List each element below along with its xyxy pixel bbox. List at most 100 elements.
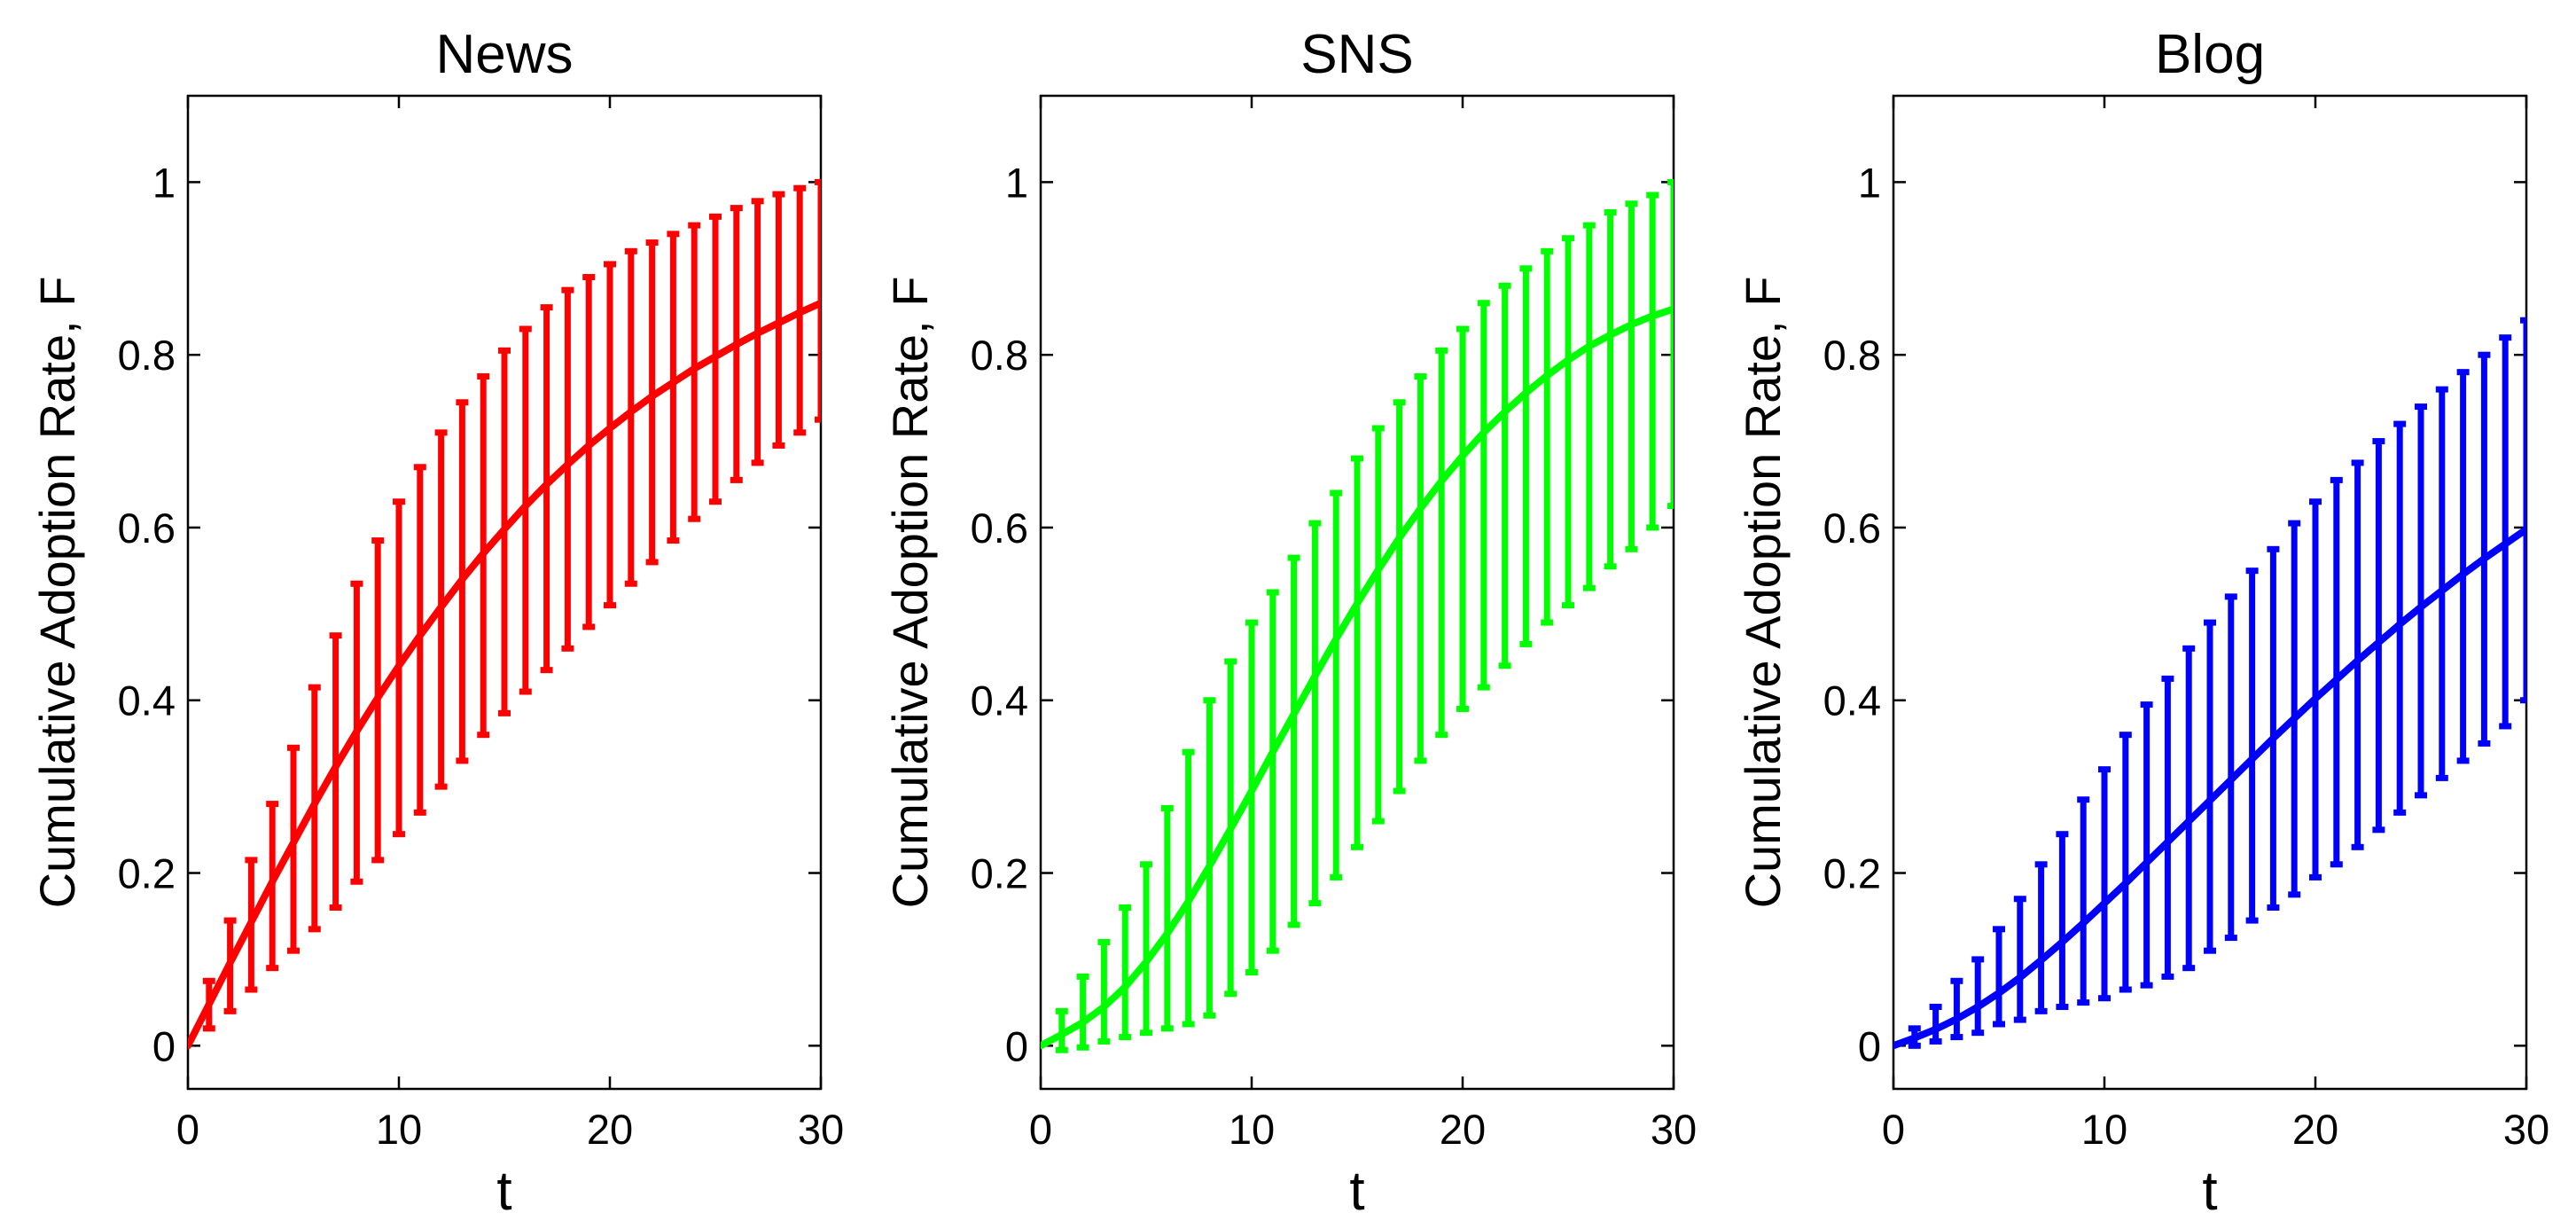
chart-title: News bbox=[435, 24, 573, 85]
error-bar bbox=[2013, 896, 2026, 1023]
chart-title: Blog bbox=[2155, 24, 2265, 85]
error-bar bbox=[1456, 325, 1469, 712]
y-axis-label: Cumulative Adoption Rate, F bbox=[882, 277, 938, 909]
error-bar bbox=[2077, 796, 2090, 1006]
x-tick-label: 0 bbox=[1882, 1106, 1905, 1153]
chart-panel-blog: 0 10 20 30 0 0.2 0.4 0.6 0.8 1 Blog t Cumulative Ado… bbox=[1735, 24, 2549, 1222]
x-tick-label: 0 bbox=[1029, 1106, 1052, 1153]
x-axis-label: t bbox=[496, 1161, 511, 1222]
error-bar bbox=[1393, 399, 1406, 795]
error-bar bbox=[2435, 386, 2448, 781]
error-bar bbox=[2372, 438, 2385, 834]
y-axis-label: Cumulative Adoption Rate, F bbox=[1735, 277, 1791, 909]
error-bar bbox=[2478, 351, 2491, 747]
y-tick-label: 0.4 bbox=[1823, 677, 1881, 724]
y-tick-label: 1 bbox=[1005, 159, 1028, 206]
error-bar bbox=[1582, 222, 1596, 591]
error-bar bbox=[2204, 619, 2216, 954]
error-bar bbox=[2309, 498, 2322, 881]
x-tick-label: 10 bbox=[2081, 1106, 2127, 1153]
x-tick-label: 20 bbox=[2292, 1106, 2338, 1153]
error-bar bbox=[1351, 455, 1363, 850]
error-bar bbox=[1604, 208, 1617, 570]
error-bar bbox=[2245, 568, 2259, 924]
axes-frame bbox=[186, 94, 823, 1091]
error-bar bbox=[1993, 926, 2005, 1028]
error-bar bbox=[2224, 593, 2237, 942]
error-bar bbox=[1119, 904, 1132, 1041]
error-bar bbox=[1929, 1003, 1942, 1045]
error-bar bbox=[1203, 697, 1216, 1019]
chart-panel-sns: 0 10 20 30 0 0.2 0.4 0.6 0.8 1 SNS t Cumulative Adop… bbox=[882, 24, 1697, 1222]
error-bar bbox=[1287, 554, 1300, 928]
error-bar bbox=[1562, 235, 1574, 609]
y-tick-label: 0.4 bbox=[971, 677, 1028, 724]
x-tick-label: 20 bbox=[1440, 1106, 1486, 1153]
error-bar bbox=[1519, 265, 1533, 647]
error-bar bbox=[2499, 334, 2512, 730]
x-axis-label: t bbox=[2202, 1161, 2217, 1222]
error-bar bbox=[2267, 545, 2280, 911]
error-bar bbox=[2520, 317, 2526, 704]
error-bar bbox=[1646, 192, 1659, 531]
error-bar bbox=[667, 231, 680, 544]
error-bar bbox=[2182, 645, 2196, 972]
error-bar bbox=[1182, 748, 1195, 1028]
error-bar bbox=[604, 261, 616, 609]
mean-curve bbox=[1041, 305, 1674, 1050]
plot-area bbox=[1041, 178, 1674, 1053]
plot-area bbox=[1893, 317, 2526, 1050]
error-bar bbox=[1076, 973, 1089, 1051]
error-bar bbox=[1498, 282, 1511, 669]
error-bar bbox=[1541, 247, 1554, 626]
error-bar bbox=[1330, 489, 1343, 881]
error-bar bbox=[1266, 589, 1279, 954]
error-bar bbox=[1140, 861, 1152, 1037]
x-tick-label: 30 bbox=[1651, 1106, 1697, 1153]
axes-frame bbox=[1039, 94, 1675, 1091]
y-tick-label: 0.8 bbox=[971, 332, 1028, 379]
x-tick-label: 10 bbox=[376, 1106, 422, 1153]
y-tick-label: 0.2 bbox=[118, 850, 176, 897]
y-tick-label: 1 bbox=[1858, 159, 1881, 206]
error-bar bbox=[582, 274, 596, 630]
x-tick-label: 30 bbox=[798, 1106, 844, 1153]
error-bar bbox=[2456, 369, 2470, 764]
error-bar bbox=[645, 239, 659, 566]
y-tick-label: 0.2 bbox=[1823, 850, 1881, 897]
y-tick-label: 0 bbox=[1005, 1022, 1028, 1069]
y-axis-label: Cumulative Adoption Rate, F bbox=[29, 277, 85, 909]
error-bar bbox=[1435, 347, 1448, 739]
error-bar bbox=[1160, 804, 1174, 1032]
x-tick-label: 30 bbox=[2503, 1106, 2549, 1153]
error-bar bbox=[815, 178, 821, 423]
error-bar bbox=[2393, 420, 2407, 816]
mean-curve bbox=[1893, 525, 2526, 1050]
y-tick-label: 1 bbox=[152, 159, 176, 206]
error-bar bbox=[2330, 476, 2343, 868]
error-bar bbox=[624, 247, 637, 587]
error-bar bbox=[1371, 425, 1385, 825]
error-bar bbox=[2140, 701, 2153, 989]
y-tick-label: 0.6 bbox=[971, 505, 1028, 552]
error-bar bbox=[2056, 831, 2069, 1010]
x-tick-label: 10 bbox=[1229, 1106, 1275, 1153]
error-bar bbox=[1950, 977, 1963, 1041]
y-tick-label: 0.8 bbox=[1823, 332, 1881, 379]
y-tick-label: 0.6 bbox=[118, 505, 176, 552]
chart-title: SNS bbox=[1300, 24, 1413, 85]
x-axis-label: t bbox=[1349, 1161, 1364, 1222]
error-bar bbox=[1477, 300, 1490, 691]
y-tick-label: 0 bbox=[1858, 1022, 1881, 1069]
y-tick-label: 0 bbox=[152, 1022, 176, 1069]
error-bar bbox=[2098, 766, 2111, 1002]
error-bar bbox=[1414, 373, 1427, 764]
error-bar bbox=[2161, 675, 2174, 980]
error-bar bbox=[2034, 861, 2048, 1014]
x-tick-label: 20 bbox=[587, 1106, 633, 1153]
error-bar bbox=[2119, 732, 2132, 993]
y-tick-label: 0.2 bbox=[971, 850, 1028, 897]
error-bar bbox=[1971, 956, 1985, 1037]
error-bar bbox=[1308, 520, 1322, 907]
